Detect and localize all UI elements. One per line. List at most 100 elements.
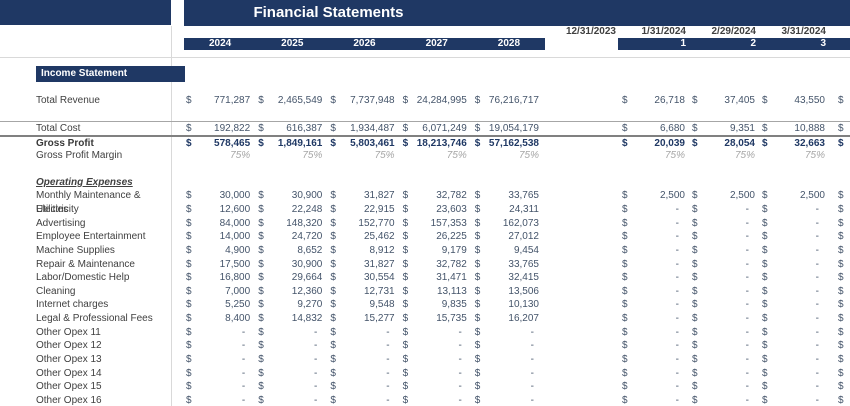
cell-month-3/31/2024[interactable]: $ - <box>760 312 830 326</box>
row-label[interactable]: Total Revenue <box>36 95 100 106</box>
row-label[interactable]: Other Opex 12 <box>36 340 102 352</box>
cell-month-2/29/2024[interactable]: $ - <box>690 258 760 272</box>
period-number-1[interactable]: 1 <box>680 38 686 49</box>
cell-month-1/31/2024[interactable]: $ - <box>620 258 690 272</box>
cell-year-2028[interactable]: $ - <box>473 367 545 381</box>
cell-year-2026[interactable]: $30,554 <box>328 271 400 285</box>
cell-year-2027[interactable]: $9,179 <box>401 244 473 258</box>
cell-month-3/31/2024[interactable]: $ - <box>760 285 830 299</box>
cell-month-3/31/2024[interactable]: $ - <box>760 380 830 394</box>
cell-month-2/29/2024[interactable]: $ - <box>690 367 760 381</box>
cell-month-1/31/2024[interactable]: $ - <box>620 367 690 381</box>
cell-month-1/31/2024[interactable]: $ - <box>620 339 690 353</box>
cell-year-2027[interactable]: $24,284,995 <box>401 94 473 108</box>
cell-year-2027[interactable]: $6,071,249 <box>401 122 473 135</box>
cell-month-1/31/2024[interactable]: $20,039 <box>620 137 690 149</box>
row-label[interactable]: Other Opex 15 <box>36 381 102 393</box>
cell-year-2024[interactable]: $8,400 <box>184 312 256 326</box>
cell-year-2025[interactable]: $616,387 <box>256 122 328 135</box>
cell-month-2/29/2024[interactable]: $ - <box>690 203 760 217</box>
row-label[interactable]: Machine Supplies <box>36 244 115 256</box>
row-label[interactable]: Employee Entertainment <box>36 231 146 243</box>
row-label[interactable]: Advertising <box>36 217 86 229</box>
cell-month-next-cutoff[interactable]: $ <box>832 285 848 299</box>
cell-month-next-cutoff[interactable]: $ <box>832 203 848 217</box>
cell-year-2026[interactable]: $31,827 <box>328 258 400 272</box>
cell-year-2026[interactable]: $12,731 <box>328 285 400 299</box>
row-label[interactable]: Other Opex 16 <box>36 394 102 406</box>
cell-month-2/29/2024[interactable]: $ - <box>690 298 760 312</box>
cell-month-2/29/2024[interactable]: $ - <box>690 353 760 367</box>
cell-year-2024[interactable]: $ - <box>184 339 256 353</box>
cell-month-1/31/2024[interactable]: $ - <box>620 326 690 340</box>
cell-month-2/29/2024[interactable]: $9,351 <box>690 122 760 135</box>
cell-year-2024[interactable]: $771,287 <box>184 94 256 108</box>
cell-year-2025[interactable]: $148,320 <box>256 217 328 231</box>
cell-year-2025[interactable]: $8,652 <box>256 244 328 258</box>
cell-year-2026[interactable]: $ - <box>328 394 400 406</box>
cell-month-next-cutoff[interactable]: $ <box>832 298 848 312</box>
cell-year-2024[interactable]: 75% <box>184 149 256 163</box>
cell-year-2026[interactable]: $ - <box>328 367 400 381</box>
year-header-2028[interactable]: 2028 <box>497 38 521 49</box>
cell-year-2024[interactable]: $12,600 <box>184 203 256 217</box>
cell-year-2028[interactable]: $13,506 <box>473 285 545 299</box>
cell-year-2025[interactable]: $ - <box>256 367 328 381</box>
cell-year-2026[interactable]: $31,827 <box>328 189 400 203</box>
cell-year-2028[interactable]: $ - <box>473 380 545 394</box>
cell-month-3/31/2024[interactable]: $ - <box>760 353 830 367</box>
cell-year-2024[interactable]: $192,822 <box>184 122 256 135</box>
cell-year-2025[interactable]: $ - <box>256 353 328 367</box>
cell-year-2024[interactable]: $ - <box>184 380 256 394</box>
cell-year-2028[interactable]: $ - <box>473 394 545 406</box>
cell-month-next-cutoff[interactable]: $ <box>832 137 848 149</box>
row-label[interactable]: Monthly Maintenance & Utilities <box>36 190 141 215</box>
cell-month-3/31/2024[interactable]: 75% <box>760 149 830 163</box>
cell-year-2027[interactable]: 75% <box>401 149 473 163</box>
row-label[interactable]: Internet charges <box>36 299 109 311</box>
period-number-2[interactable]: 2 <box>750 38 756 49</box>
cell-month-3/31/2024[interactable]: $43,550 <box>760 94 830 108</box>
cell-month-1/31/2024[interactable]: $ - <box>620 271 690 285</box>
cell-year-2025[interactable]: $ - <box>256 380 328 394</box>
cell-year-2024[interactable]: $ - <box>184 353 256 367</box>
cell-month-3/31/2024[interactable]: $ - <box>760 367 830 381</box>
cell-month-next-cutoff[interactable]: $ <box>832 271 848 285</box>
cell-month-2/29/2024[interactable]: 75% <box>690 149 760 163</box>
cell-year-2027[interactable]: $ - <box>401 353 473 367</box>
cell-year-2028[interactable]: $10,130 <box>473 298 545 312</box>
cell-month-3/31/2024[interactable]: $ - <box>760 298 830 312</box>
cell-month-3/31/2024[interactable]: $ - <box>760 244 830 258</box>
row-label[interactable]: Legal & Professional Fees <box>36 313 153 324</box>
row-label[interactable]: Repair & Maintenance <box>36 258 135 270</box>
cell-month-1/31/2024[interactable]: 75% <box>620 149 690 163</box>
row-label[interactable]: Electricity <box>36 204 79 215</box>
cell-year-2025[interactable]: $30,900 <box>256 189 328 203</box>
cell-month-next-cutoff[interactable]: $ <box>832 244 848 258</box>
cell-month-next-cutoff[interactable]: $ <box>832 380 848 394</box>
cell-month-3/31/2024[interactable]: $32,663 <box>760 137 830 149</box>
cell-year-2025[interactable]: $14,832 <box>256 312 328 326</box>
date-header-col-1[interactable]: 1/31/2024 <box>641 26 687 37</box>
cell-month-1/31/2024[interactable]: $ - <box>620 203 690 217</box>
year-header-2025[interactable]: 2025 <box>281 38 304 49</box>
cell-month-next-cutoff[interactable]: $ <box>832 394 848 406</box>
cell-year-2026[interactable]: $8,912 <box>328 244 400 258</box>
row-label[interactable]: Other Opex 11 <box>36 326 101 338</box>
cell-year-2026[interactable]: $ - <box>328 326 400 340</box>
cell-year-2024[interactable]: $17,500 <box>184 258 256 272</box>
row-label[interactable]: Cleaning <box>36 285 76 297</box>
cell-month-3/31/2024[interactable]: $2,500 <box>760 189 830 203</box>
cell-year-2025[interactable]: $ - <box>256 394 328 406</box>
cell-year-2024[interactable]: $ - <box>184 394 256 406</box>
cell-month-next-cutoff[interactable]: $ <box>832 230 848 244</box>
cell-year-2024[interactable]: $84,000 <box>184 217 256 231</box>
cell-month-2/29/2024[interactable]: $ - <box>690 312 760 326</box>
cell-year-2026[interactable]: $1,934,487 <box>328 122 400 135</box>
cell-year-2027[interactable]: $13,113 <box>401 285 473 299</box>
cell-month-next-cutoff[interactable]: $ <box>832 353 848 367</box>
cell-year-2026[interactable]: $152,770 <box>328 217 400 231</box>
cell-month-3/31/2024[interactable]: $ - <box>760 203 830 217</box>
cell-month-next-cutoff[interactable]: $ <box>832 122 848 135</box>
cell-year-2025[interactable]: $12,360 <box>256 285 328 299</box>
